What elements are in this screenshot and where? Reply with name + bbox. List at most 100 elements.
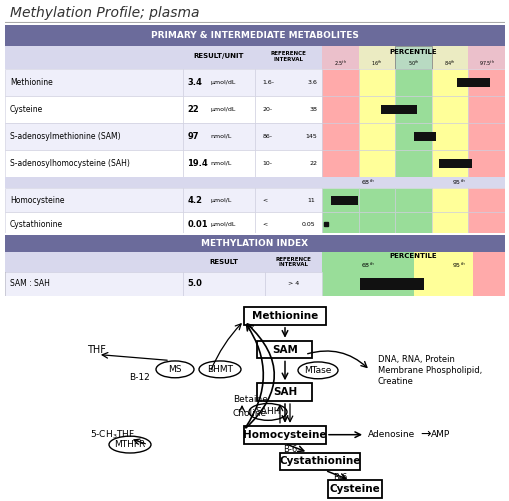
Text: REFERENCE
INTERVAL: REFERENCE INTERVAL: [275, 257, 311, 268]
Text: <: <: [262, 198, 267, 203]
Text: THF: THF: [87, 345, 105, 355]
Text: SAM : SAH: SAM : SAH: [10, 279, 50, 288]
Text: BHMT: BHMT: [207, 365, 233, 374]
Bar: [5, 188, 182, 212]
Text: MTHFR: MTHFR: [114, 440, 146, 449]
Text: 20-: 20-: [262, 107, 272, 112]
Text: S-adenosylmethionine (SAM): S-adenosylmethionine (SAM): [10, 132, 121, 141]
Bar: [322, 46, 358, 69]
Bar: [322, 123, 358, 150]
Bar: [322, 212, 358, 236]
Bar: [330, 196, 357, 205]
Text: RESULT/UNIT: RESULT/UNIT: [193, 53, 243, 59]
Text: Cystathionine: Cystathionine: [279, 456, 360, 466]
Text: <: <: [262, 221, 267, 226]
Text: 22: 22: [309, 161, 317, 166]
Bar: [265, 272, 322, 296]
Text: > 4: > 4: [288, 281, 299, 286]
Bar: [380, 105, 416, 114]
Text: μmol/dL: μmol/dL: [210, 221, 235, 226]
Bar: [254, 96, 322, 123]
Text: Cysteine: Cysteine: [10, 105, 43, 114]
Bar: [322, 150, 358, 177]
Bar: [431, 46, 467, 69]
Bar: [182, 150, 254, 177]
Bar: [5, 25, 504, 46]
Text: 16$^{th}$: 16$^{th}$: [371, 59, 382, 68]
Text: PERCENTILE: PERCENTILE: [389, 49, 437, 55]
Text: B-12: B-12: [129, 373, 150, 382]
Bar: [322, 188, 358, 212]
Text: μmol/dL: μmol/dL: [210, 80, 235, 85]
Bar: [358, 212, 394, 236]
Ellipse shape: [109, 436, 151, 453]
Text: 95$^{th}$: 95$^{th}$: [451, 178, 466, 187]
Text: 68$^{th}$: 68$^{th}$: [360, 261, 375, 271]
Text: SAM: SAM: [271, 345, 297, 355]
Bar: [254, 123, 322, 150]
Bar: [394, 123, 431, 150]
Text: 0.05: 0.05: [301, 221, 315, 226]
Bar: [394, 150, 431, 177]
Ellipse shape: [297, 362, 337, 379]
Text: REFERENCE
INTERVAL: REFERENCE INTERVAL: [270, 51, 306, 62]
Bar: [394, 188, 431, 212]
Text: 3.6: 3.6: [307, 80, 317, 85]
Text: Methionine: Methionine: [10, 78, 53, 87]
Text: Cystathionine: Cystathionine: [10, 219, 63, 228]
Text: Membrane Phospholipid,: Membrane Phospholipid,: [377, 366, 482, 375]
Text: 84$^{th}$: 84$^{th}$: [443, 59, 455, 68]
Bar: [322, 253, 413, 296]
Text: Choline: Choline: [233, 409, 267, 418]
Bar: [322, 96, 358, 123]
FancyBboxPatch shape: [279, 452, 359, 470]
Text: 38: 38: [309, 107, 317, 112]
Text: B-6: B-6: [282, 445, 297, 454]
Bar: [182, 212, 254, 236]
Text: 10-: 10-: [262, 161, 272, 166]
Text: PERCENTILE: PERCENTILE: [389, 253, 437, 259]
FancyBboxPatch shape: [257, 341, 312, 359]
Bar: [413, 132, 435, 141]
Text: Creatine: Creatine: [377, 377, 413, 386]
Text: μmol/dL: μmol/dL: [210, 107, 235, 112]
Bar: [431, 150, 467, 177]
Bar: [467, 69, 504, 96]
Bar: [5, 212, 182, 236]
Bar: [358, 150, 394, 177]
Ellipse shape: [199, 361, 241, 378]
Text: RESULT: RESULT: [209, 259, 238, 265]
Text: 11: 11: [306, 198, 315, 203]
Bar: [467, 212, 504, 236]
Bar: [358, 123, 394, 150]
Bar: [5, 253, 504, 272]
Text: PRIMARY & INTERMEDIATE METABOLITES: PRIMARY & INTERMEDIATE METABOLITES: [151, 31, 358, 40]
Bar: [254, 150, 322, 177]
Text: Methylation Profile; plasma: Methylation Profile; plasma: [10, 6, 199, 20]
FancyBboxPatch shape: [257, 383, 312, 401]
Bar: [431, 212, 467, 236]
Bar: [467, 188, 504, 212]
Bar: [457, 78, 489, 87]
Text: 2.5$^{th}$: 2.5$^{th}$: [333, 59, 347, 68]
Bar: [5, 272, 182, 296]
Bar: [5, 150, 182, 177]
Bar: [431, 69, 467, 96]
Text: SAHH: SAHH: [254, 407, 280, 416]
Text: Betaine: Betaine: [233, 395, 267, 403]
Text: 97: 97: [187, 132, 199, 141]
Bar: [394, 212, 431, 236]
Text: 5.0: 5.0: [187, 279, 202, 288]
FancyBboxPatch shape: [243, 307, 325, 325]
Bar: [182, 96, 254, 123]
Text: 5-CH$_3$THF: 5-CH$_3$THF: [90, 428, 135, 441]
Bar: [394, 46, 431, 69]
Text: 50$^{th}$: 50$^{th}$: [407, 59, 418, 68]
Bar: [5, 177, 504, 188]
Text: DNA, RNA, Protein: DNA, RNA, Protein: [377, 355, 454, 364]
Text: nmol/L: nmol/L: [210, 161, 231, 166]
Bar: [182, 123, 254, 150]
Text: 3.4: 3.4: [187, 78, 202, 87]
Bar: [358, 46, 394, 69]
Bar: [413, 253, 504, 296]
